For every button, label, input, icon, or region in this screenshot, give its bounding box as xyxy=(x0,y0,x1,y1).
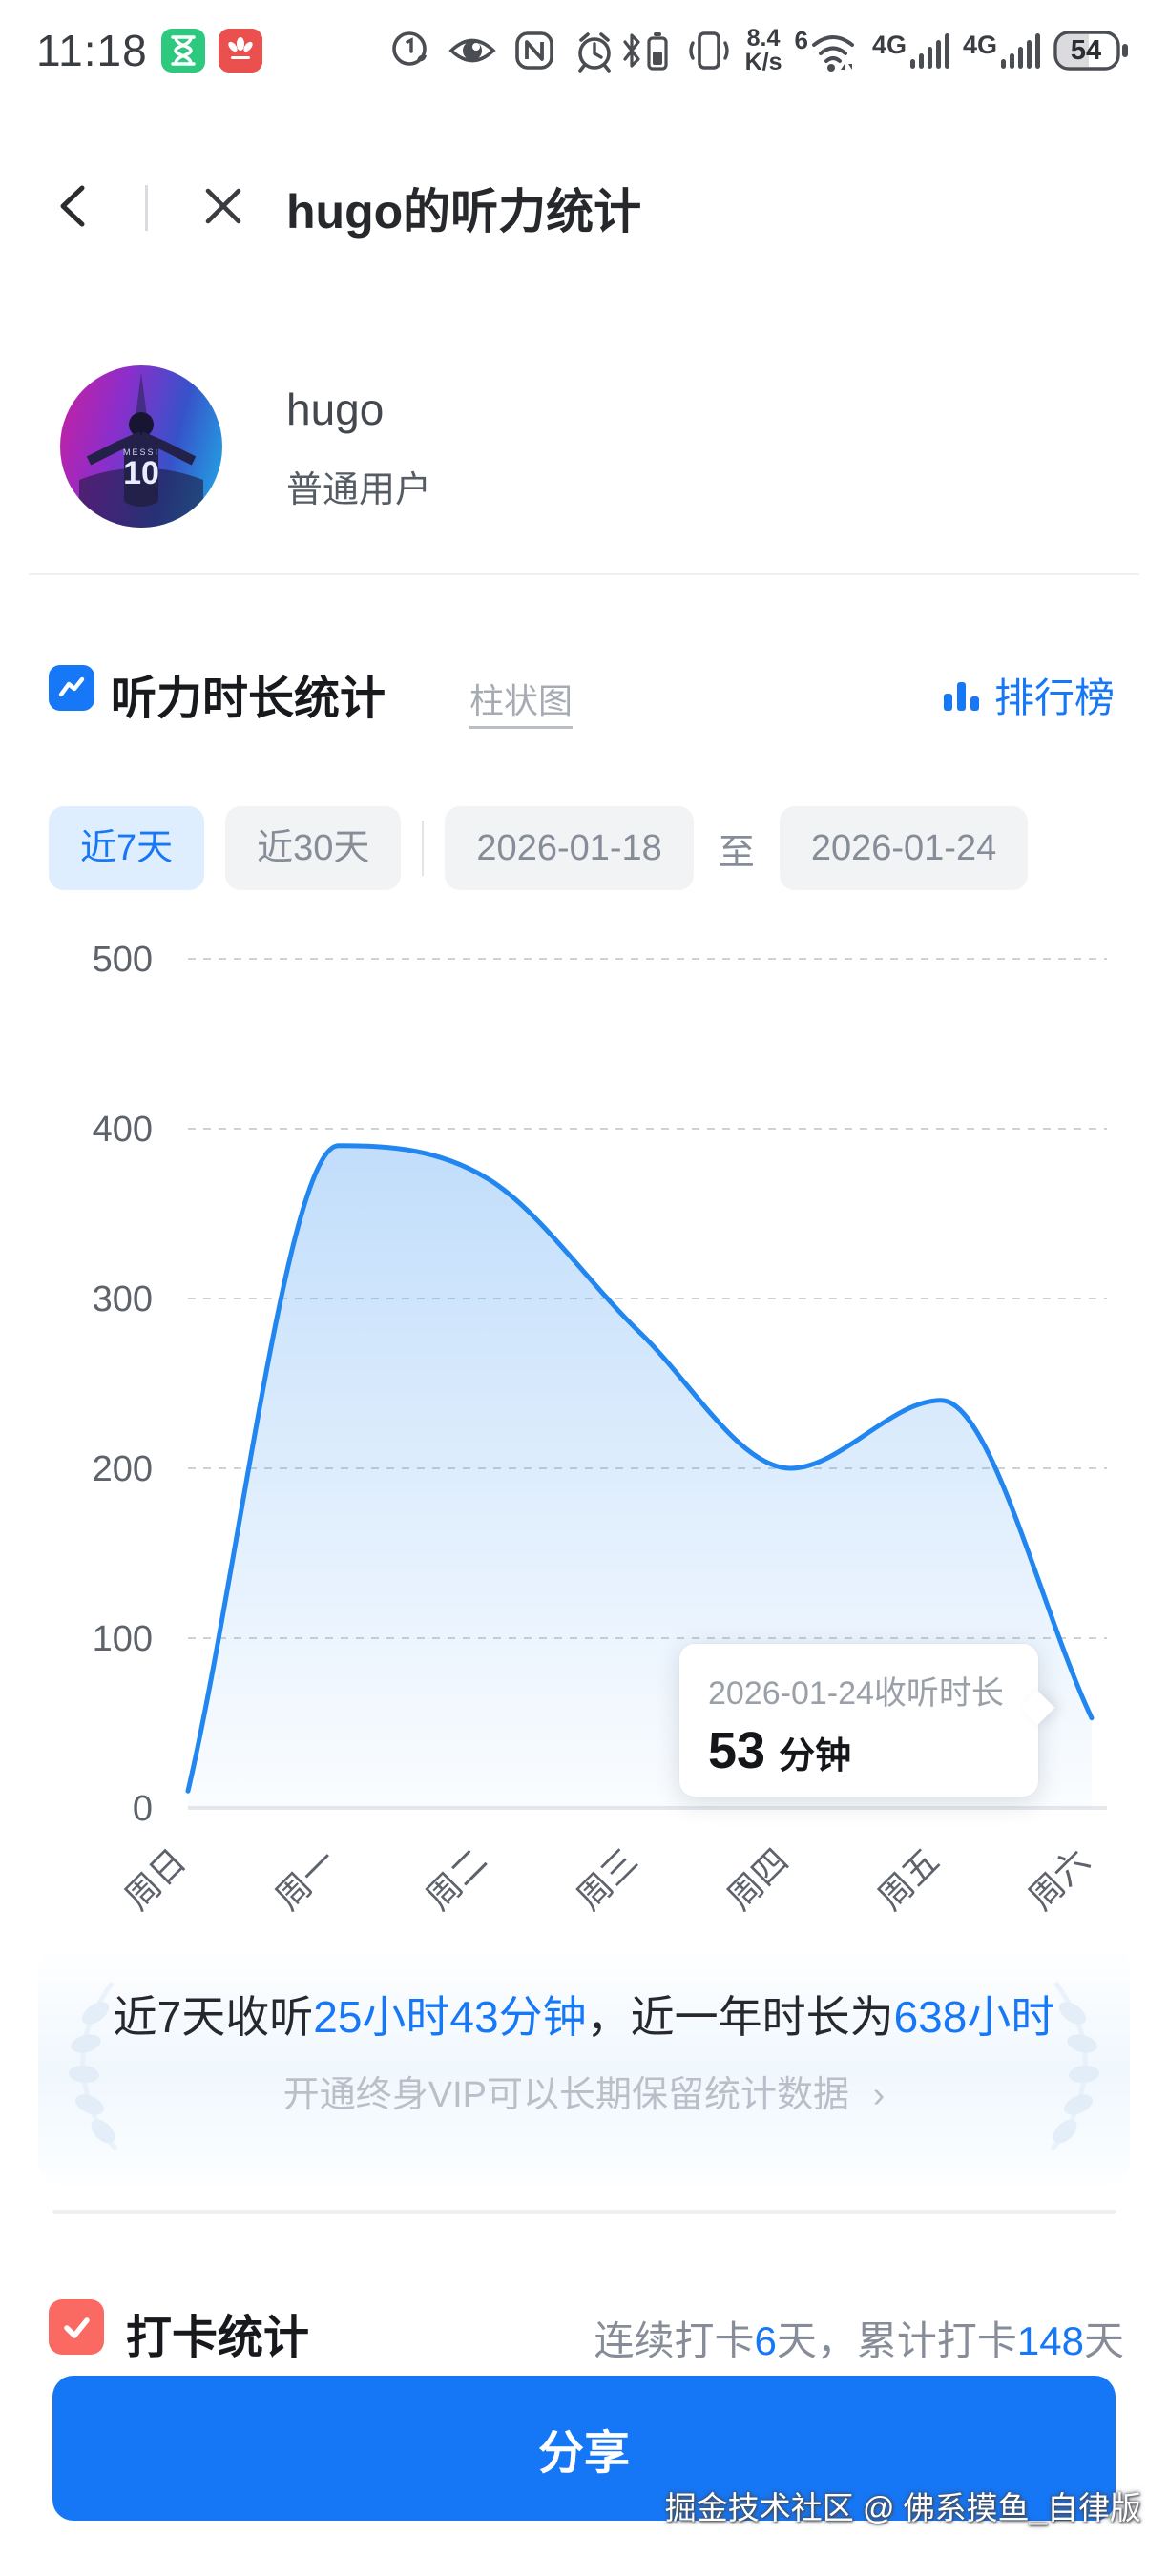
status-bar: 11:18 8.4 K/s 6 xyxy=(0,19,1168,82)
checkin-total-value: 148 xyxy=(1016,2318,1084,2363)
x-tick-label: 周五 xyxy=(870,1841,947,1918)
area-fill xyxy=(188,1145,1092,1808)
date-end-picker[interactable]: 2026-01-24 xyxy=(779,806,1029,890)
laurel-right-icon xyxy=(1050,1981,1099,2151)
share-button[interactable]: 分享 xyxy=(52,2376,1116,2521)
nfc-icon xyxy=(514,31,553,70)
ranking-button[interactable]: 排行榜 xyxy=(941,666,1115,724)
status-bar-left: 11:18 xyxy=(36,25,617,76)
laurel-left-icon xyxy=(69,1981,118,2151)
nav-divider xyxy=(145,185,148,231)
bar-chart-icon xyxy=(943,681,979,711)
y-tick-label: 100 xyxy=(93,1619,153,1659)
x-tick-label: 周二 xyxy=(418,1841,494,1918)
avatar-jersey-number: 10 xyxy=(123,455,159,491)
user-name: hugo xyxy=(286,384,385,434)
checkin-section-title: 打卡统计 xyxy=(126,2313,310,2363)
x-tick-label: 周三 xyxy=(569,1841,645,1918)
chevron-right-icon: › xyxy=(872,2075,886,2115)
x-tick-label: 周六 xyxy=(1021,1841,1097,1918)
line-path xyxy=(185,1143,1095,1794)
summary-year-duration: 638小时 xyxy=(893,1992,1055,2042)
network-speed: 8.4 K/s xyxy=(744,25,782,75)
huawei-app-icon xyxy=(218,29,262,73)
checkin-total-label: 天，累计打卡 xyxy=(776,2318,1017,2363)
y-tick-label: 200 xyxy=(93,1449,153,1489)
close-icon[interactable] xyxy=(202,185,244,227)
summary-line: 近7天收听25小时43分钟，近一年时长为638小时 xyxy=(38,1983,1130,2046)
y-tick-label: 400 xyxy=(93,1110,153,1150)
x-tick-label: 周一 xyxy=(268,1841,344,1918)
chart-tooltip: 2026-01-24收听时长 53 分钟 xyxy=(679,1644,1055,1797)
checkin-days-suffix: 天 xyxy=(1083,2318,1124,2363)
date-to-label: 至 xyxy=(718,832,755,873)
checkin-streak-label: 连续打卡 xyxy=(594,2318,755,2363)
checkin-stats: 连续打卡6天，累计打卡148天 xyxy=(594,2309,1124,2367)
user-role: 普通用户 xyxy=(286,470,432,510)
checkin-check-icon xyxy=(49,2299,104,2355)
tab-last-30-days[interactable]: 近30天 xyxy=(225,806,402,890)
tab-last-7-days[interactable]: 近7天 xyxy=(49,806,205,890)
vibrate-icon xyxy=(688,31,729,70)
wifi-icon: 6 xyxy=(794,28,859,73)
avatar[interactable]: MESSI 10 xyxy=(60,365,222,528)
cell-signal-1: 4G xyxy=(872,31,950,71)
summary-text-2: ，近一年时长为 xyxy=(586,1992,894,2042)
listening-duration-chart[interactable]: 0 100 200 300 400 500 周日 周一 周二 周三 周四 周五 周六 xyxy=(0,916,1168,1956)
battery-icon: 54 xyxy=(1053,28,1132,73)
y-tick-label: 500 xyxy=(93,940,153,980)
date-start-picker[interactable]: 2026-01-18 xyxy=(445,806,694,890)
watermark: 掘金技术社区 @ 佛系摸鱼_自律版 xyxy=(664,2490,1141,2525)
bluetooth-battery-icon xyxy=(622,32,668,71)
eye-comfort-icon xyxy=(448,38,496,63)
tooltip-title: 2026-01-24收听时长 xyxy=(708,1675,1004,1712)
hourglass-app-icon xyxy=(160,29,205,73)
section-divider xyxy=(52,2210,1116,2214)
chart-canvas[interactable]: 0 100 200 300 400 500 周日 周一 周二 周三 周四 周五 周六 xyxy=(0,916,1168,1956)
stats-section-title: 听力时长统计 xyxy=(111,674,386,724)
x-tick-label: 周日 xyxy=(117,1841,194,1918)
system-icons xyxy=(388,28,617,73)
cell-signal-2: 4G xyxy=(963,31,1041,71)
summary-week-duration: 25小时43分钟 xyxy=(313,1992,587,2042)
filter-divider xyxy=(422,821,425,876)
back-icon[interactable] xyxy=(53,183,92,229)
tooltip-unit: 分钟 xyxy=(779,1736,852,1776)
vip-hint-link[interactable]: 开通终身VIP可以长期保留统计数据 › xyxy=(38,2065,1130,2117)
filter-bar: 近7天 近30天 2026-01-18 至 2026-01-24 xyxy=(49,806,1029,890)
status-bar-right: 8.4 K/s 6 4G 4G 54 xyxy=(619,27,1132,74)
digital-balance-icon xyxy=(391,31,427,66)
ranking-label: 排行榜 xyxy=(993,675,1115,720)
divider xyxy=(29,573,1139,575)
chart-type-link[interactable]: 柱状图 xyxy=(469,674,574,729)
x-tick-label: 周四 xyxy=(720,1841,796,1918)
y-tick-label: 0 xyxy=(133,1789,153,1829)
y-tick-label: 300 xyxy=(93,1279,153,1319)
trend-icon xyxy=(49,665,94,711)
clock-time: 11:18 xyxy=(36,26,148,75)
vip-hint-text: 开通终身VIP可以长期保留统计数据 xyxy=(282,2075,850,2115)
summary-text: 近7天收听 xyxy=(113,1992,314,2042)
page-title: hugo的听力统计 xyxy=(286,185,642,239)
checkin-streak-value: 6 xyxy=(754,2318,777,2363)
summary-panel: 近7天收听25小时43分钟，近一年时长为638小时 开通终身VIP可以长期保留统… xyxy=(38,1946,1130,2185)
alarm-clock-icon xyxy=(577,32,611,73)
tooltip-value: 53 xyxy=(708,1722,766,1779)
avatar-jersey-name: MESSI xyxy=(122,447,159,457)
